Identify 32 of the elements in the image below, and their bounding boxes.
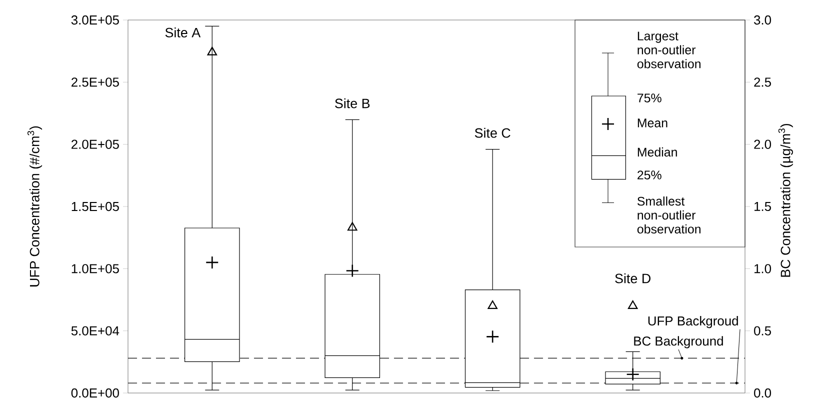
annotation: Site C — [474, 128, 510, 138]
ref-line-label: BC Background — [634, 336, 723, 348]
point — [628, 300, 638, 310]
annotation: Largest non-outlier observation — [637, 32, 700, 68]
y2-tick-label: 0.5 — [754, 326, 771, 336]
y2-tick-label: 1.0 — [754, 264, 772, 274]
annotation: Median — [638, 147, 677, 157]
y2-tick-label: 3.0 — [754, 15, 772, 25]
annotation: Smallest non-outlier observation — [637, 196, 700, 234]
y2-tick-label: 1.5 — [754, 202, 771, 212]
ref-line-label: UFP Backgroud — [648, 316, 738, 328]
y-tick-label: 1.0E+05 — [72, 264, 119, 274]
point — [207, 46, 218, 56]
y-tick-label: 0.0E+00 — [71, 388, 119, 398]
annotation: Mean — [638, 118, 668, 128]
y2-tick-label: 2.0 — [754, 140, 772, 149]
y-axis-title: UFP Concentration (#/cm$^{3}$) — [27, 126, 42, 286]
y2-axis-title: BC Concentration (µg/m$^{3}$) — [778, 124, 793, 277]
y-tick-label: 1.5E+05 — [72, 202, 119, 212]
annotation: 25% — [638, 170, 662, 180]
y-tick-label: 5.0E+04 — [71, 326, 120, 336]
point — [488, 300, 498, 310]
annotation: Site A — [165, 28, 201, 38]
y2-tick-label: 0.0 — [754, 388, 772, 398]
annotation: 75% — [638, 94, 662, 102]
point — [347, 222, 358, 231]
y2-tick-label: 2.5 — [754, 78, 771, 87]
annotation: Site B — [335, 98, 370, 108]
y-tick-label: 2.5E+05 — [72, 78, 119, 87]
y-tick-label: 2.0E+05 — [72, 140, 119, 149]
y-tick-label: 3.0E+05 — [71, 15, 119, 25]
annotation: Site D — [615, 273, 650, 284]
